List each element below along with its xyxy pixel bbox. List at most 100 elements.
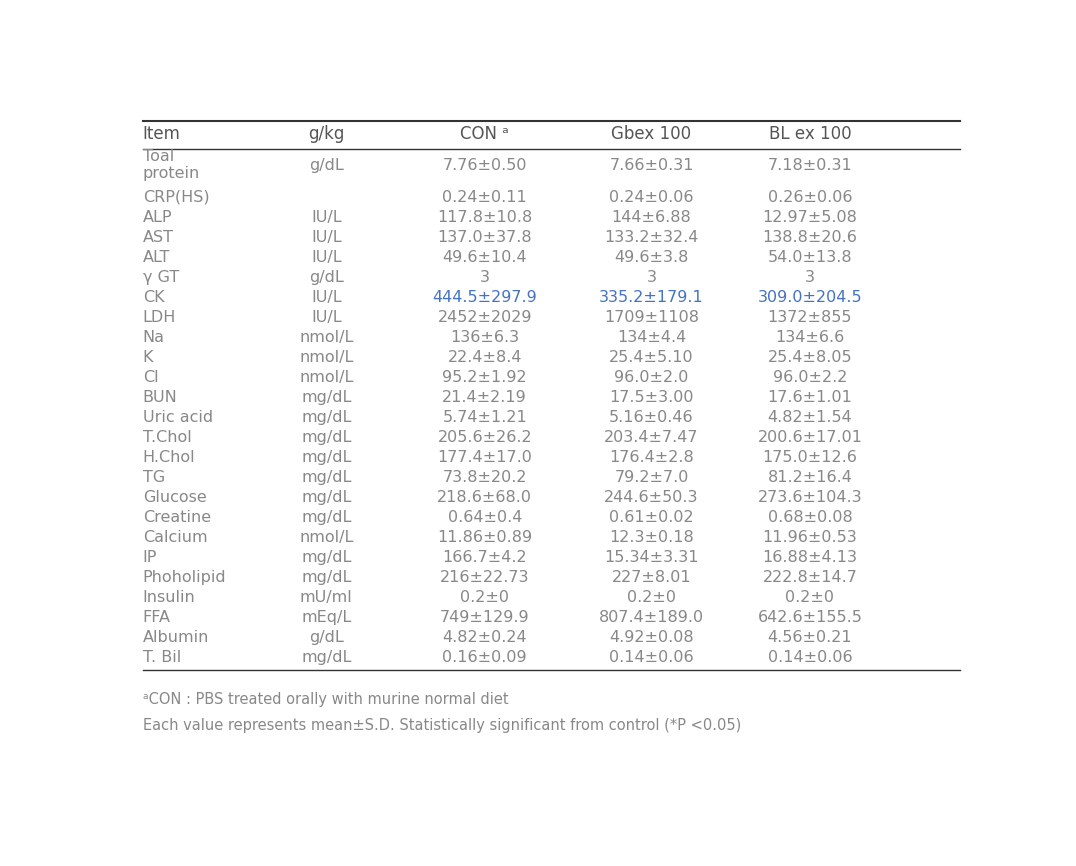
Text: 4.92±0.08: 4.92±0.08	[609, 630, 694, 645]
Text: mg/dL: mg/dL	[301, 449, 352, 465]
Text: 1372±855: 1372±855	[767, 310, 852, 325]
Text: 133.2±32.4: 133.2±32.4	[605, 229, 698, 245]
Text: Each value represents mean±S.D. Statistically significant from control (*P <0.05: Each value represents mean±S.D. Statisti…	[143, 719, 741, 734]
Text: 96.0±2.0: 96.0±2.0	[614, 370, 689, 385]
Text: nmol/L: nmol/L	[299, 530, 354, 545]
Text: 7.66±0.31: 7.66±0.31	[609, 158, 694, 173]
Text: 136±6.3: 136±6.3	[450, 330, 520, 345]
Text: 2452±2029: 2452±2029	[438, 310, 532, 325]
Text: mg/dL: mg/dL	[301, 510, 352, 525]
Text: mg/dL: mg/dL	[301, 390, 352, 404]
Text: TG: TG	[143, 470, 165, 485]
Text: g/dL: g/dL	[309, 270, 343, 285]
Text: IU/L: IU/L	[311, 229, 341, 245]
Text: Toal
protein: Toal protein	[143, 149, 200, 182]
Text: 749±129.9: 749±129.9	[440, 610, 529, 625]
Text: Item: Item	[143, 125, 181, 143]
Text: T.Chol: T.Chol	[143, 430, 192, 445]
Text: Phoholipid: Phoholipid	[143, 570, 226, 585]
Text: 49.6±3.8: 49.6±3.8	[614, 249, 689, 265]
Text: 25.4±5.10: 25.4±5.10	[609, 350, 694, 365]
Text: 218.6±68.0: 218.6±68.0	[437, 490, 533, 505]
Text: 0.2±0: 0.2±0	[461, 590, 509, 604]
Text: mU/ml: mU/ml	[300, 590, 353, 604]
Text: 4.56±0.21: 4.56±0.21	[767, 630, 852, 645]
Text: mEq/L: mEq/L	[301, 610, 352, 625]
Text: 200.6±17.01: 200.6±17.01	[758, 430, 863, 445]
Text: 7.76±0.50: 7.76±0.50	[442, 158, 527, 173]
Text: CON ᵃ: CON ᵃ	[461, 125, 509, 143]
Text: 17.5±3.00: 17.5±3.00	[609, 390, 694, 404]
Text: Glucose: Glucose	[143, 490, 207, 505]
Text: 203.4±7.47: 203.4±7.47	[605, 430, 698, 445]
Text: H.Chol: H.Chol	[143, 449, 196, 465]
Text: IP: IP	[143, 550, 157, 565]
Text: 807.4±189.0: 807.4±189.0	[599, 610, 704, 625]
Text: Na: Na	[143, 330, 165, 345]
Text: 138.8±20.6: 138.8±20.6	[763, 229, 858, 245]
Text: g/dL: g/dL	[309, 630, 343, 645]
Text: IU/L: IU/L	[311, 210, 341, 225]
Text: 177.4±17.0: 177.4±17.0	[437, 449, 533, 465]
Text: ALP: ALP	[143, 210, 172, 225]
Text: 0.16±0.09: 0.16±0.09	[442, 650, 527, 665]
Text: 3: 3	[647, 270, 656, 285]
Text: 137.0±37.8: 137.0±37.8	[438, 229, 532, 245]
Text: mg/dL: mg/dL	[301, 490, 352, 505]
Text: 0.14±0.06: 0.14±0.06	[767, 650, 852, 665]
Text: 5.16±0.46: 5.16±0.46	[609, 410, 694, 425]
Text: nmol/L: nmol/L	[299, 330, 354, 345]
Text: 0.24±0.06: 0.24±0.06	[609, 190, 694, 204]
Text: g/kg: g/kg	[308, 125, 344, 143]
Text: mg/dL: mg/dL	[301, 410, 352, 425]
Text: 4.82±0.24: 4.82±0.24	[442, 630, 527, 645]
Text: 144±6.88: 144±6.88	[611, 210, 692, 225]
Text: 0.24±0.11: 0.24±0.11	[442, 190, 527, 204]
Text: ALT: ALT	[143, 249, 170, 265]
Text: Insulin: Insulin	[143, 590, 196, 604]
Text: 79.2±7.0: 79.2±7.0	[614, 470, 689, 485]
Text: BL ex 100: BL ex 100	[768, 125, 851, 143]
Text: 309.0±204.5: 309.0±204.5	[758, 290, 862, 305]
Text: 0.68±0.08: 0.68±0.08	[767, 510, 852, 525]
Text: 0.2±0: 0.2±0	[627, 590, 676, 604]
Text: 12.97±5.08: 12.97±5.08	[763, 210, 858, 225]
Text: Uric acid: Uric acid	[143, 410, 213, 425]
Text: BUN: BUN	[143, 390, 178, 404]
Text: Creatine: Creatine	[143, 510, 211, 525]
Text: 22.4±8.4: 22.4±8.4	[448, 350, 522, 365]
Text: 15.34±3.31: 15.34±3.31	[605, 550, 698, 565]
Text: 0.64±0.4: 0.64±0.4	[448, 510, 522, 525]
Text: 17.6±1.01: 17.6±1.01	[767, 390, 852, 404]
Text: 227±8.01: 227±8.01	[611, 570, 692, 585]
Text: 205.6±26.2: 205.6±26.2	[438, 430, 532, 445]
Text: 4.82±1.54: 4.82±1.54	[767, 410, 852, 425]
Text: 21.4±2.19: 21.4±2.19	[442, 390, 527, 404]
Text: 3: 3	[480, 270, 490, 285]
Text: AST: AST	[143, 229, 174, 245]
Text: nmol/L: nmol/L	[299, 370, 354, 385]
Text: Cl: Cl	[143, 370, 158, 385]
Text: IU/L: IU/L	[311, 290, 341, 305]
Text: Gbex 100: Gbex 100	[611, 125, 692, 143]
Text: 49.6±10.4: 49.6±10.4	[442, 249, 527, 265]
Text: ᵃCON : PBS treated orally with murine normal diet: ᵃCON : PBS treated orally with murine no…	[143, 692, 509, 707]
Text: LDH: LDH	[143, 310, 176, 325]
Text: IU/L: IU/L	[311, 249, 341, 265]
Text: 335.2±179.1: 335.2±179.1	[599, 290, 704, 305]
Text: 3: 3	[805, 270, 815, 285]
Text: 0.14±0.06: 0.14±0.06	[609, 650, 694, 665]
Text: 96.0±2.2: 96.0±2.2	[773, 370, 847, 385]
Text: 81.2±16.4: 81.2±16.4	[767, 470, 852, 485]
Text: 0.26±0.06: 0.26±0.06	[767, 190, 852, 204]
Text: mg/dL: mg/dL	[301, 470, 352, 485]
Text: 117.8±10.8: 117.8±10.8	[437, 210, 533, 225]
Text: 11.96±0.53: 11.96±0.53	[763, 530, 858, 545]
Text: Albumin: Albumin	[143, 630, 209, 645]
Text: 642.6±155.5: 642.6±155.5	[758, 610, 862, 625]
Text: 175.0±12.6: 175.0±12.6	[763, 449, 858, 465]
Text: 25.4±8.05: 25.4±8.05	[767, 350, 852, 365]
Text: 5.74±1.21: 5.74±1.21	[442, 410, 527, 425]
Text: 216±22.73: 216±22.73	[440, 570, 529, 585]
Text: 16.88±4.13: 16.88±4.13	[763, 550, 858, 565]
